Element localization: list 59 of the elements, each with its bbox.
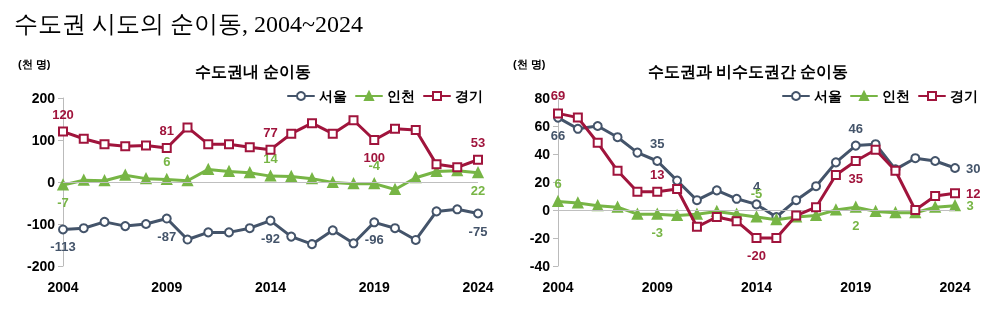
y-tick-label: 0 xyxy=(47,174,56,190)
y-tick-label: 0 xyxy=(542,202,551,218)
x-tick-label: 2004 xyxy=(542,279,574,295)
data-label: 66 xyxy=(550,127,566,143)
data-label: 12 xyxy=(966,185,981,201)
data-label: 3 xyxy=(966,198,974,214)
x-tick-label: 2004 xyxy=(47,279,79,295)
legend-label: 인천 xyxy=(387,88,415,104)
y-tick-label: 80 xyxy=(534,90,551,106)
chart-title: 수도권내 순이동 xyxy=(194,62,312,80)
text: 수도권 시도의 순이동, 2004~2024 xyxy=(14,10,364,39)
legend-label: 서울 xyxy=(814,88,842,104)
x-tick-label: 2024 xyxy=(939,279,971,295)
x-tick-label: 2014 xyxy=(740,279,773,295)
y-tick-label: -200 xyxy=(26,258,56,274)
data-label: 46 xyxy=(848,120,863,136)
y-tick-label: -100 xyxy=(26,216,56,232)
y-axis-title: (천 명) xyxy=(18,57,51,70)
data-label: -92 xyxy=(261,230,280,246)
x-tick-label: 2009 xyxy=(151,279,183,295)
x-tick-label: 2019 xyxy=(358,279,391,295)
legend-label: 서울 xyxy=(319,88,347,104)
y-tick-label: -40 xyxy=(529,258,551,274)
y-tick-label: 200 xyxy=(31,90,56,106)
y-axis-title: (천 명) xyxy=(513,57,546,70)
data-label: 77 xyxy=(263,124,278,140)
data-label: -87 xyxy=(157,228,177,244)
x-tick-label: 2019 xyxy=(840,279,872,295)
data-label: 14 xyxy=(263,150,279,166)
y-tick-label: 60 xyxy=(534,118,551,134)
data-label: 6 xyxy=(163,153,171,169)
data-label: 69 xyxy=(550,88,566,104)
x-tick-label: 2024 xyxy=(462,279,494,295)
data-label: 35 xyxy=(650,136,665,151)
data-label: 6 xyxy=(554,176,562,192)
y-tick-label: 20 xyxy=(534,174,551,190)
legend-label: 경기 xyxy=(455,88,483,104)
data-label: 81 xyxy=(159,122,174,138)
data-label: 13 xyxy=(650,166,665,182)
data-label: 2 xyxy=(852,217,860,233)
data-label: -96 xyxy=(364,232,384,248)
data-label: -7 xyxy=(57,195,69,211)
x-tick-label: 2009 xyxy=(641,279,674,295)
data-label: 35 xyxy=(848,171,863,186)
chart-title: 수도권과 비수도권간 순이동 xyxy=(647,62,849,80)
x-tick-label: 2014 xyxy=(254,279,287,295)
y-tick-label: 40 xyxy=(534,146,551,162)
data-label: 22 xyxy=(470,183,486,199)
data-label: 53 xyxy=(470,134,486,150)
data-label: 120 xyxy=(52,106,74,122)
y-tick-label: 100 xyxy=(31,132,56,148)
data-label: -20 xyxy=(747,248,766,263)
data-label: -75 xyxy=(468,223,488,239)
data-label: -113 xyxy=(50,239,76,255)
legend-label: 인천 xyxy=(882,88,910,104)
y-tick-label: -20 xyxy=(529,230,551,246)
data-label: -3 xyxy=(651,224,664,240)
data-label: 30 xyxy=(966,160,981,176)
legend-label: 경기 xyxy=(950,88,978,104)
